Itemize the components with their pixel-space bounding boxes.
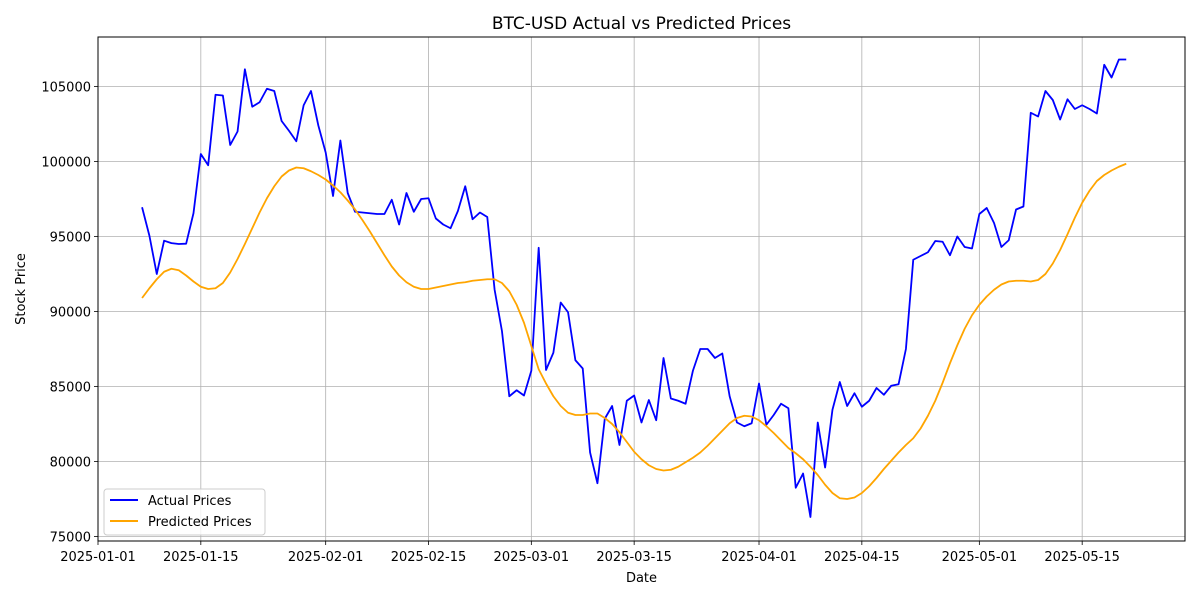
series-layer	[141, 58, 1127, 518]
x-axis: 2025-01-01 2025-01-15 2025-02-01 2025-02-15…	[60, 541, 1120, 565]
y-axis-label: Stock Price	[14, 253, 29, 325]
legend-label-actual: Actual Prices	[148, 494, 232, 509]
chart-title: BTC-USD Actual vs Predicted Prices	[492, 14, 791, 34]
x-tick-label: 2025-03-01	[494, 550, 570, 565]
y-tick-label: 80000	[50, 456, 91, 471]
x-tick-label: 2025-01-15	[163, 550, 239, 565]
x-tick-label: 2025-05-15	[1044, 550, 1120, 565]
y-tick-label: 75000	[50, 531, 91, 546]
y-tick-label: 105000	[41, 81, 91, 96]
legend-label-predicted: Predicted Prices	[148, 515, 252, 530]
y-tick-label: 90000	[50, 306, 91, 321]
x-tick-label: 2025-02-15	[391, 550, 467, 565]
x-tick-label: 2025-02-01	[288, 550, 364, 565]
x-tick-label: 2025-04-01	[721, 550, 797, 565]
x-tick-label: 2025-01-01	[60, 550, 136, 565]
x-tick-label: 2025-04-15	[824, 550, 900, 565]
plot-frame	[97, 36, 1186, 542]
legend-box	[103, 488, 266, 536]
y-tick-label: 100000	[41, 156, 91, 171]
y-tick-label: 95000	[50, 231, 91, 246]
actual-prices-line	[141, 58, 1127, 518]
x-tick-label: 2025-05-01	[942, 550, 1018, 565]
grid-lines	[97, 37, 1185, 541]
x-tick-label: 2025-03-15	[596, 550, 672, 565]
predicted-prices-line	[141, 162, 1127, 500]
y-tick-label: 85000	[50, 381, 91, 396]
x-axis-label: Date	[626, 571, 657, 586]
y-axis: 75000 80000 85000 90000 95000 100000 105000	[41, 81, 98, 546]
legend: Actual Prices Predicted Prices	[103, 488, 266, 536]
